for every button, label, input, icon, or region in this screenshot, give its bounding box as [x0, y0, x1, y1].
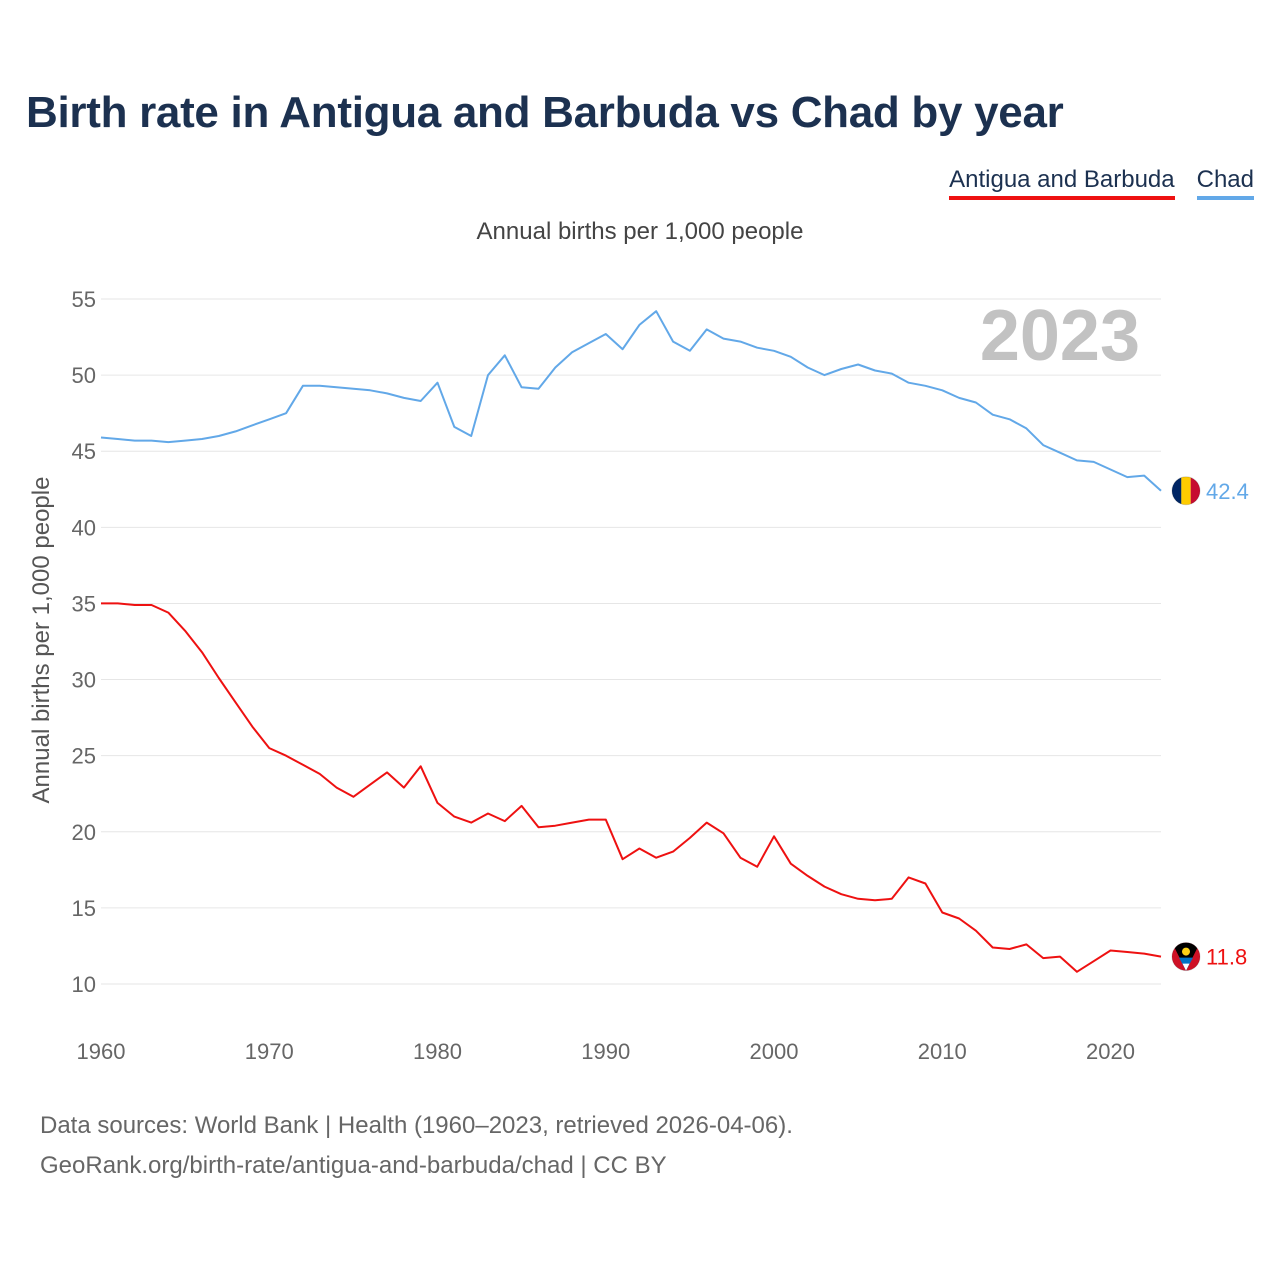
x-tick-label: 2000 — [750, 1039, 799, 1064]
end-value-label-chad: 42.4 — [1206, 479, 1249, 504]
y-tick-label: 35 — [72, 591, 96, 616]
data-source-note: Data sources: World Bank | Health (1960–… — [40, 1112, 793, 1139]
y-tick-label: 15 — [72, 896, 96, 921]
x-tick-label: 1970 — [245, 1039, 294, 1064]
line-chart: 10 15 20 25 30 35 40 45 50 55 1960 1970 1980 1990 200… — [72, 287, 1249, 1064]
y-tick-label: 55 — [72, 287, 96, 312]
footer: Data sources: World Bank | Health (1960–… — [40, 1106, 793, 1186]
legend-item-antigua-and-barbuda[interactable]: Antigua and Barbuda — [949, 166, 1175, 200]
y-tick-label: 20 — [72, 820, 96, 845]
x-tick-label: 1980 — [413, 1039, 462, 1064]
year-watermark: 2023 — [980, 296, 1140, 376]
gridlines — [101, 298, 1161, 985]
y-tick-label: 40 — [72, 515, 96, 540]
series-line-antigua-and-barbuda — [101, 602, 1162, 973]
x-tick-label: 2020 — [1086, 1039, 1135, 1064]
source-url: GeoRank.org/birth-rate/antigua-and-barbu… — [40, 1152, 667, 1179]
chart-title: Birth rate in Antigua and Barbuda vs Cha… — [26, 88, 1064, 137]
series-end-markers: 42.4 11.8 — [1171, 476, 1249, 972]
x-tick-label: 1990 — [581, 1039, 630, 1064]
legend-item-chad[interactable]: Chad — [1196, 166, 1254, 200]
x-tick-label: 2010 — [918, 1039, 967, 1064]
x-tick-label: 1960 — [77, 1039, 126, 1064]
flag-icon-antigua-and-barbuda — [1171, 942, 1201, 972]
chart-subtitle: Annual births per 1,000 people — [476, 218, 804, 245]
y-tick-label: 45 — [72, 439, 96, 464]
legend: Antigua and Barbuda Chad — [949, 166, 1254, 200]
y-axis-ticks: 10 15 20 25 30 35 40 45 50 55 — [72, 287, 96, 997]
y-tick-label: 30 — [72, 668, 96, 693]
y-tick-label: 25 — [72, 744, 96, 769]
series-lines — [100, 310, 1162, 973]
x-axis-ticks: 1960 1970 1980 1990 2000 2010 2020 — [77, 1039, 1135, 1064]
end-value-label-antigua-and-barbuda: 11.8 — [1206, 945, 1247, 970]
y-tick-label: 50 — [72, 363, 96, 388]
y-tick-label: 10 — [72, 972, 96, 997]
series-line-chad — [100, 310, 1162, 492]
flag-icon-chad — [1171, 476, 1201, 506]
